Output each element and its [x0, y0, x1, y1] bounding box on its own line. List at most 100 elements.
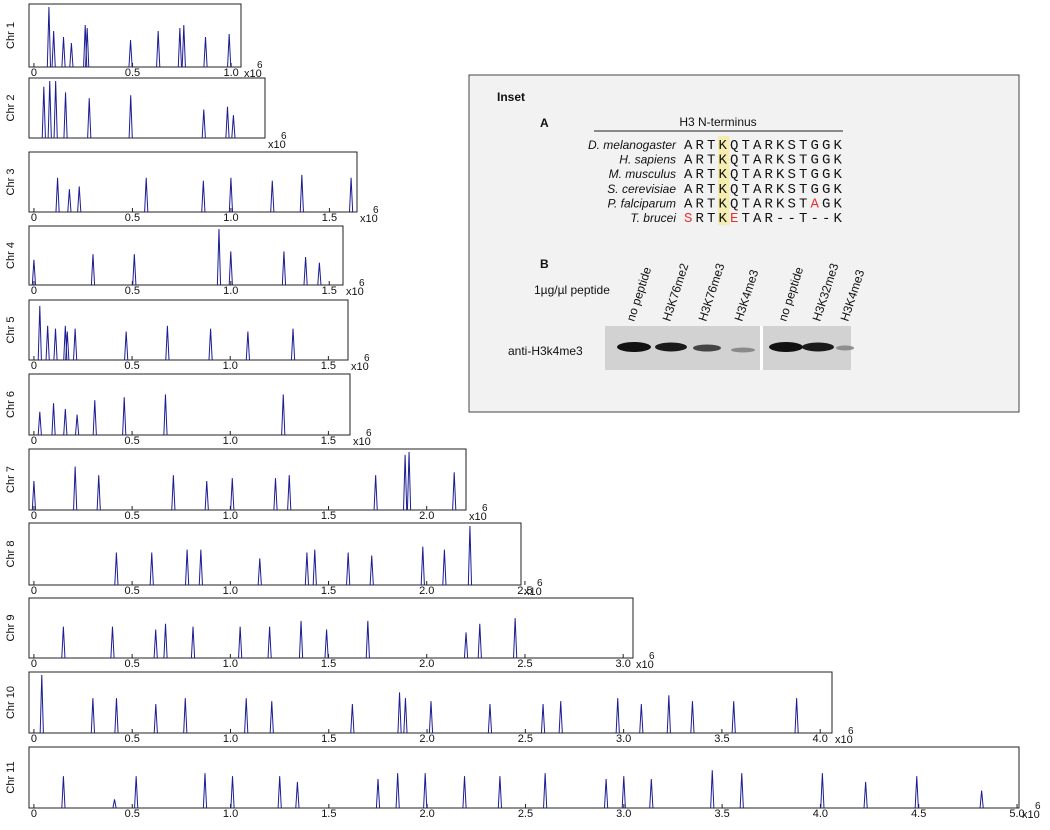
band	[769, 342, 803, 352]
peak	[350, 703, 355, 734]
sequence-segment: ARTKQTARKSTGGK	[684, 153, 845, 169]
peak	[365, 620, 370, 659]
sequence: ARTKQTARKSTGGK	[684, 182, 845, 198]
sequence-segment: ARTKQTARKSTGGK	[684, 182, 845, 198]
peak	[63, 92, 68, 139]
peak	[39, 674, 44, 734]
x-tick-label: 3.0	[616, 733, 631, 745]
sequence-segment: ARTKQTARKSTGGK	[684, 138, 845, 154]
peak	[428, 701, 434, 734]
x-tick-label: 0	[31, 658, 37, 670]
x-multiplier: x10	[353, 436, 371, 448]
peak	[37, 411, 42, 436]
peak	[603, 778, 609, 809]
x-multiplier: x10	[636, 659, 654, 671]
band	[655, 342, 687, 352]
peak	[303, 256, 308, 286]
peak	[53, 80, 58, 139]
peak	[144, 177, 149, 213]
y-axis-label: Chr 5	[5, 317, 17, 344]
peak	[73, 328, 78, 361]
x-tick-label: 1.0	[223, 808, 238, 820]
sequence-segment: ARTKQTARKST	[684, 196, 811, 212]
peak	[245, 331, 250, 361]
peak	[290, 328, 296, 361]
peak	[621, 776, 626, 809]
x-tick-label: 2.5	[518, 808, 533, 820]
peak	[153, 703, 158, 734]
x-tick-label: 1.0	[223, 435, 238, 447]
peak	[477, 623, 482, 659]
sequence-segment: RTK	[696, 211, 731, 227]
x-tick-label: 1.0	[223, 360, 238, 372]
x-tick-label: 1.0	[223, 285, 238, 297]
peak	[69, 42, 74, 68]
x-tick-label: 2.0	[419, 510, 434, 522]
peak	[979, 790, 984, 809]
peak	[92, 400, 97, 436]
peak	[270, 180, 275, 213]
peak	[61, 36, 66, 68]
x-tick-label: 3.5	[714, 808, 729, 820]
peak	[177, 27, 182, 68]
peak	[31, 259, 37, 286]
x-exponent: 6	[848, 726, 854, 737]
peak	[295, 781, 300, 809]
y-axis-label: Chr 1	[5, 22, 17, 49]
peak	[649, 778, 654, 809]
peak	[128, 39, 133, 68]
x-tick-label: 1.5	[321, 585, 336, 597]
peak	[406, 451, 412, 511]
y-axis-label: Chr 6	[5, 391, 17, 418]
peak	[462, 776, 467, 809]
peak	[710, 770, 715, 809]
x-tick-label: 0	[31, 585, 37, 597]
peak	[171, 475, 176, 511]
peak	[132, 254, 137, 286]
plot-frame	[28, 746, 1020, 809]
y-axis-label: Chr 9	[5, 615, 17, 642]
x-tick-label: 0	[31, 285, 37, 297]
peak	[731, 701, 736, 734]
x-exponent: 6	[373, 205, 379, 216]
sequence: ARTKQTARKSTGGK	[684, 153, 845, 169]
peak	[299, 174, 304, 213]
peak	[55, 177, 60, 213]
peak	[403, 698, 408, 734]
peak	[190, 626, 196, 659]
x-tick-label: 4.0	[813, 808, 828, 820]
x-tick-label: 5.0	[1009, 808, 1024, 820]
peak	[163, 394, 168, 436]
peak	[114, 552, 119, 586]
y-axis-label: Chr 8	[5, 541, 17, 568]
x-tick-label: 3.0	[616, 808, 631, 820]
x-tick-label: 1.5	[321, 435, 336, 447]
x-tick-label: 3.0	[616, 658, 631, 670]
plot-frame	[28, 448, 467, 511]
x-tick-label: 1.0	[223, 585, 238, 597]
y-axis-label: Chr 10	[5, 686, 17, 719]
peak	[203, 36, 208, 68]
peak	[149, 552, 154, 586]
peak	[90, 698, 95, 734]
peak	[238, 626, 243, 659]
peak	[257, 558, 262, 586]
x-tick-label: 0	[31, 360, 37, 372]
x-exponent: 6	[257, 60, 263, 71]
peak	[863, 781, 868, 809]
peak	[51, 30, 56, 68]
peak	[244, 698, 249, 734]
peak	[77, 186, 82, 213]
x-tick-label: 2.5	[517, 658, 532, 670]
x-multiplier: x10	[1022, 809, 1040, 821]
peak	[185, 549, 190, 586]
peak	[124, 331, 129, 361]
x-tick-label: 1.5	[321, 510, 336, 522]
x-tick-label: 1.0	[223, 658, 238, 670]
sequence: ARTKQTARKSTGGK	[684, 138, 845, 154]
x-multiplier: x10	[469, 511, 487, 523]
antibody: anti-H3k4me3	[508, 344, 583, 358]
sequence-segment: TAR--T--K	[742, 211, 846, 227]
x-tick-label: 0.5	[124, 360, 139, 372]
peak	[204, 480, 209, 511]
